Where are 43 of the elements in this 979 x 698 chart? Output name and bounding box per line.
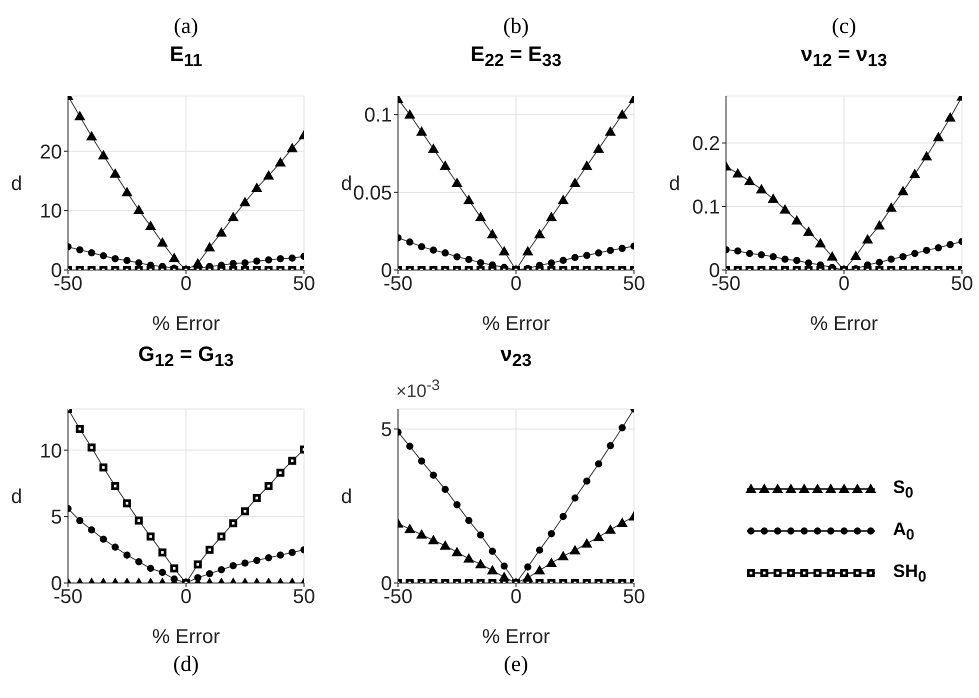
y-tick-label: 0.2 xyxy=(692,133,720,156)
chart-title: G$_{12}$ = G$_{13}$ xyxy=(137,343,235,372)
x-tick-label: 0 xyxy=(180,586,192,608)
x-tick-label: 0 xyxy=(838,273,850,296)
text: (e) xyxy=(502,651,530,677)
text: (d) xyxy=(172,651,200,677)
x-tick-label: 50 xyxy=(622,586,646,608)
y-tick-label: 0.1 xyxy=(364,104,392,127)
text: ×10$^{-3}$ xyxy=(396,377,440,402)
x-tick-label: 0 xyxy=(510,273,522,296)
x-axis-title: % Error xyxy=(152,313,220,335)
x-axis-title: % Error xyxy=(482,313,550,335)
y-axis-title: d xyxy=(11,486,22,508)
x-tick-label: 0 xyxy=(510,586,522,608)
legend-label: S$_{0}$ xyxy=(893,476,914,502)
x-axis-title: % Error xyxy=(482,626,550,648)
y-tick-label: 0.05 xyxy=(353,182,392,204)
y-tick-label: 0.1 xyxy=(692,196,720,219)
x-tick-label: 0 xyxy=(180,273,192,296)
y-tick-label: 10 xyxy=(40,200,62,223)
legend-label: SH$_{0}$ xyxy=(893,560,926,586)
y-tick-label: 20 xyxy=(40,141,62,164)
chart-title: E$_{11}$ xyxy=(168,43,204,72)
x-tick-label: 50 xyxy=(622,273,646,296)
legend-label: A$_{0}$ xyxy=(893,518,914,544)
text: (a) xyxy=(172,13,200,39)
chart-title: ν$_{23}$ xyxy=(499,343,533,372)
text: (c) xyxy=(830,13,858,39)
x-tick-label: 50 xyxy=(950,273,974,296)
y-axis-title: d xyxy=(669,173,680,196)
y-axis-title: d xyxy=(341,173,352,196)
chart-title: E$_{22}$ = E$_{33}$ xyxy=(470,43,562,72)
y-tick-label: 5 xyxy=(50,506,62,529)
x-axis-title: % Error xyxy=(810,313,878,335)
chart-title: ν$_{12}$ = ν$_{13}$ xyxy=(800,43,888,72)
y-tick-label: 10 xyxy=(40,440,62,462)
x-tick-label: 50 xyxy=(292,586,316,608)
x-tick-label: 50 xyxy=(292,273,316,296)
x-axis-title: % Error xyxy=(152,626,220,648)
y-tick-label: 5 xyxy=(380,419,392,442)
text: (b) xyxy=(502,13,530,39)
y-axis-title: d xyxy=(11,173,22,196)
y-axis-title: d xyxy=(341,486,352,508)
